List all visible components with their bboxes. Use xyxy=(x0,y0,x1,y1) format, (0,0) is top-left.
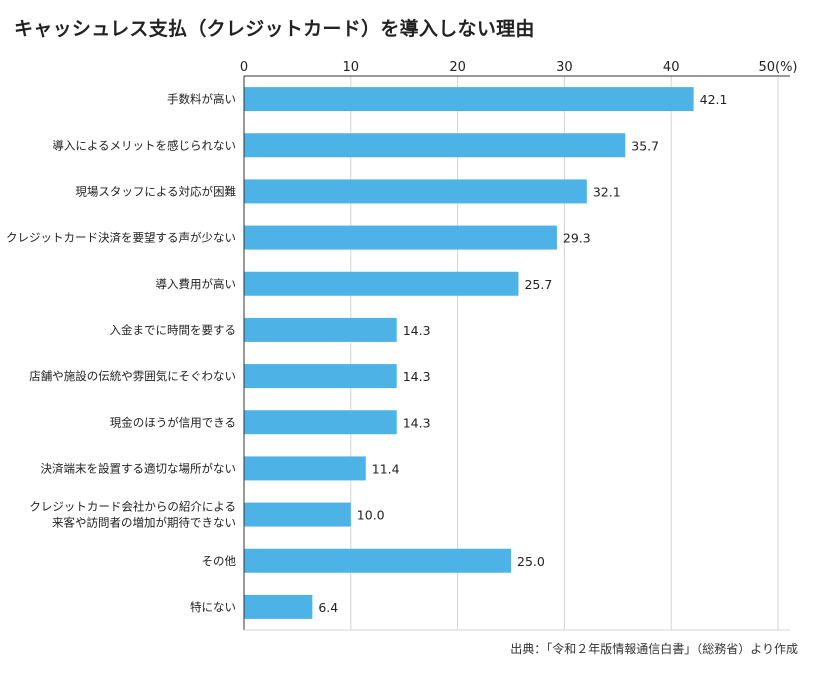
category-label: 入金までに時間を要する xyxy=(110,323,237,337)
bar xyxy=(244,225,557,250)
bar xyxy=(244,502,351,527)
category-label: クレジットカード会社からの紹介による xyxy=(29,500,236,514)
bar-value-label: 14.3 xyxy=(403,415,431,430)
bar xyxy=(244,594,313,619)
bar xyxy=(244,87,694,112)
bar-value-label: 10.0 xyxy=(357,508,385,523)
x-tick-label: 50(%) xyxy=(758,60,797,75)
source-note: 出典：「令和２年版情報通信白書」（総務省）より作成 xyxy=(510,642,798,656)
bar-value-label: 14.3 xyxy=(403,323,431,338)
x-tick-label: 30 xyxy=(556,60,573,75)
bar xyxy=(244,271,519,296)
category-label: その他 xyxy=(202,554,237,568)
bar-value-label: 14.3 xyxy=(403,369,431,384)
bar-value-label: 11.4 xyxy=(372,461,400,476)
category-label: 来客や訪問者の増加が期待できない xyxy=(52,516,236,530)
bar xyxy=(244,179,587,204)
category-label: 決済端末を設置する適切な場所がない xyxy=(41,461,237,475)
bar xyxy=(244,410,397,435)
bar-value-label: 6.4 xyxy=(318,600,338,615)
category-label: 特にない xyxy=(190,600,236,614)
bar-value-label: 25.0 xyxy=(517,554,545,569)
bar-value-label: 42.1 xyxy=(700,92,728,107)
category-label: 店舗や施設の伝統や雰囲気にそぐわない xyxy=(29,369,236,383)
bar xyxy=(244,317,397,342)
category-label: クレジットカード決済を要望する声が少ない xyxy=(6,231,236,245)
category-label: 導入費用が高い xyxy=(156,277,237,291)
bar-value-label: 32.1 xyxy=(593,184,621,199)
x-tick-label: 40 xyxy=(663,60,680,75)
bar-value-label: 25.7 xyxy=(524,277,552,292)
bar xyxy=(244,133,626,158)
x-tick-label: 10 xyxy=(343,60,360,75)
bar xyxy=(244,364,397,389)
x-tick-label: 20 xyxy=(449,60,466,75)
category-label: 手数料が高い xyxy=(167,92,236,106)
chart-title: キャッシュレス支払（クレジットカード）を導入しない理由 xyxy=(14,18,535,40)
bar-value-label: 35.7 xyxy=(631,138,659,153)
x-tick-label: 0 xyxy=(240,60,248,75)
category-label: 現場スタッフによる対応が困難 xyxy=(75,184,236,198)
bar-value-label: 29.3 xyxy=(563,231,591,246)
category-label: 導入によるメリットを感じられない xyxy=(52,138,236,152)
category-label: 現金のほうが信用できる xyxy=(110,415,236,429)
bar xyxy=(244,548,511,573)
bar xyxy=(244,456,366,481)
